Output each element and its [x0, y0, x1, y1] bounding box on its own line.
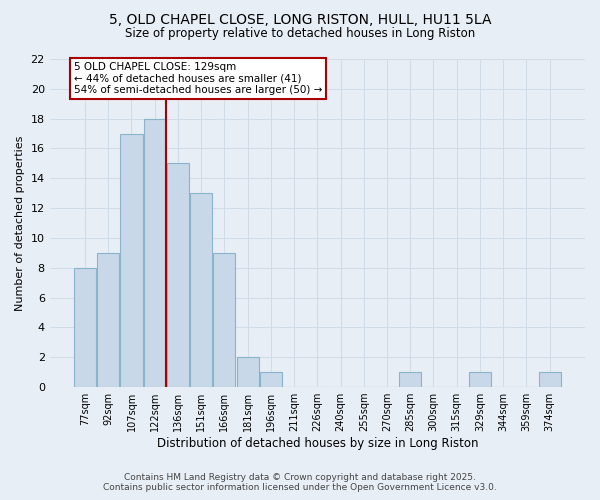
Bar [399, 372, 421, 387]
X-axis label: Distribution of detached houses by size in Long Riston: Distribution of detached houses by size … [157, 437, 478, 450]
Bar [214, 253, 235, 387]
Bar [469, 372, 491, 387]
Bar [143, 118, 166, 387]
Text: 5, OLD CHAPEL CLOSE, LONG RISTON, HULL, HU11 5LA: 5, OLD CHAPEL CLOSE, LONG RISTON, HULL, … [109, 12, 491, 26]
Bar [236, 358, 259, 387]
Bar [260, 372, 282, 387]
Bar [167, 164, 189, 387]
Text: 5 OLD CHAPEL CLOSE: 129sqm
← 44% of detached houses are smaller (41)
54% of semi: 5 OLD CHAPEL CLOSE: 129sqm ← 44% of deta… [74, 62, 322, 95]
Bar [539, 372, 560, 387]
Bar [97, 253, 119, 387]
Bar [190, 193, 212, 387]
Bar [74, 268, 96, 387]
Text: Size of property relative to detached houses in Long Riston: Size of property relative to detached ho… [125, 28, 475, 40]
Bar [121, 134, 143, 387]
Y-axis label: Number of detached properties: Number of detached properties [15, 136, 25, 310]
Text: Contains HM Land Registry data © Crown copyright and database right 2025.
Contai: Contains HM Land Registry data © Crown c… [103, 473, 497, 492]
